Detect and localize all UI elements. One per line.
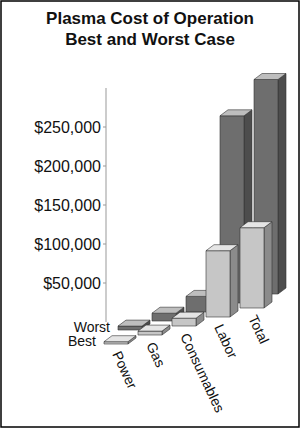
category-label: Gas <box>143 340 168 370</box>
bar-side <box>278 74 286 295</box>
subtitle: Best and Worst Case <box>65 30 235 49</box>
bar-top <box>240 222 272 228</box>
y-tick <box>103 244 106 245</box>
y-tick-label: $150,000 <box>34 197 101 214</box>
bar-top <box>254 74 286 80</box>
y-tick-label: $100,000 <box>34 236 101 253</box>
chart: Plasma Cost of Operation Best and Worst C… <box>0 0 300 428</box>
y-tick-label: $200,000 <box>34 158 101 175</box>
bar <box>172 312 204 326</box>
category-label: Labor <box>211 322 241 362</box>
y-tick <box>103 283 106 284</box>
bar-front <box>240 228 264 308</box>
category-label: Power <box>109 349 140 392</box>
y-tick-label: $250,000 <box>34 119 101 136</box>
bar-side <box>264 222 272 308</box>
bar-top <box>172 312 204 318</box>
category-label: Total <box>245 313 272 347</box>
bar-top <box>118 320 150 326</box>
bar-top <box>152 307 184 313</box>
bar-side <box>230 245 238 317</box>
bar-front <box>104 342 128 344</box>
bar <box>104 336 136 344</box>
bar-top <box>206 245 238 251</box>
bar-front <box>118 326 142 330</box>
bar <box>138 325 170 335</box>
y-tick <box>103 205 106 206</box>
bar-front <box>206 251 230 317</box>
plot-area <box>104 74 286 345</box>
bar-front <box>172 318 196 326</box>
y-tick-label: $50,000 <box>43 275 101 292</box>
frame <box>1 1 299 427</box>
bar-top <box>138 325 170 331</box>
y-tick <box>103 166 106 167</box>
bar-top <box>220 110 252 116</box>
bar-top <box>104 336 136 342</box>
title: Plasma Cost of Operation <box>46 9 254 28</box>
bar <box>206 245 238 317</box>
y-tick <box>103 127 106 128</box>
bar <box>240 222 272 308</box>
series-label: Best <box>68 333 96 349</box>
bar-front <box>138 331 162 335</box>
